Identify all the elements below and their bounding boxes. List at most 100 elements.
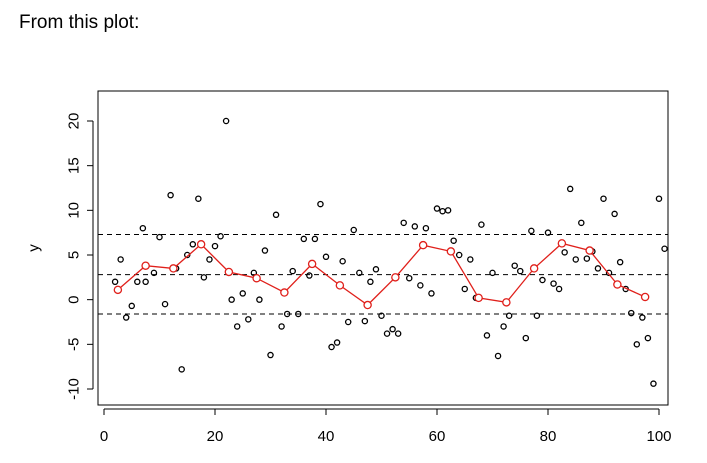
data-point: [583, 255, 591, 262]
smoothed-line: [117, 242, 646, 306]
data-point: [134, 278, 141, 286]
data-point: [267, 351, 274, 359]
data-point: [405, 274, 413, 282]
smoothed-point: [224, 267, 234, 277]
y-tick-label: 10: [66, 202, 83, 219]
smoothed-point: [446, 247, 456, 256]
data-point: [383, 330, 391, 337]
data-point: [522, 334, 530, 342]
data-point: [339, 258, 346, 265]
smoothed-point: [640, 292, 650, 302]
data-point: [278, 323, 285, 330]
data-point: [350, 226, 357, 234]
data-point: [344, 318, 352, 326]
y-axis-label: y: [26, 244, 43, 252]
data-point: [639, 314, 646, 321]
smoothed-point: [613, 280, 622, 289]
smoothed-point: [252, 273, 261, 283]
x-tick-label: 0: [100, 428, 108, 445]
smoothed-point: [280, 288, 289, 297]
smoothed-point: [141, 261, 150, 270]
data-point: [328, 343, 335, 351]
data-point: [411, 223, 419, 230]
data-point: [467, 256, 474, 263]
y-tick-label: -10: [66, 378, 83, 400]
data-point: [122, 314, 130, 321]
data-point: [150, 269, 158, 277]
data-point: [233, 323, 241, 330]
data-point: [117, 256, 124, 263]
y-tick-label: 0: [66, 295, 83, 303]
data-point: [239, 290, 246, 297]
data-point: [611, 210, 618, 218]
data-point: [200, 274, 208, 281]
data-point: [489, 269, 496, 277]
data-point: [400, 219, 407, 227]
data-point: [161, 300, 169, 308]
data-point: [483, 332, 491, 339]
data-point: [572, 256, 580, 263]
data-point: [128, 302, 135, 310]
data-point: [600, 195, 607, 202]
data-point: [628, 309, 635, 317]
data-point: [422, 224, 430, 232]
data-point: [211, 242, 219, 250]
data-point: [616, 258, 624, 266]
data-point: [439, 207, 446, 215]
data-point: [444, 207, 452, 214]
smoothed-point: [585, 246, 594, 255]
x-tick-label: 40: [318, 428, 335, 445]
data-point: [322, 253, 330, 261]
data-point: [566, 185, 574, 193]
data-point: [661, 245, 668, 252]
data-point: [455, 251, 463, 259]
smoothed-point: [113, 285, 123, 295]
data-point: [550, 280, 557, 287]
data-point: [189, 241, 197, 248]
data-point: [367, 278, 374, 286]
data-point: [306, 272, 313, 279]
data-point: [478, 221, 485, 228]
data-point: [372, 266, 380, 273]
data-point: [433, 205, 441, 212]
data-point: [317, 200, 324, 208]
data-point: [283, 310, 291, 318]
data-point: [644, 334, 652, 342]
y-tick-label: 5: [66, 251, 83, 259]
smoothed-point: [169, 264, 178, 273]
data-point: [294, 310, 302, 318]
data-point: [633, 341, 641, 348]
smoothed-point: [529, 264, 539, 273]
data-point: [300, 235, 308, 243]
data-point: [428, 290, 435, 297]
x-tick-label: 100: [646, 428, 671, 445]
x-tick-label: 20: [207, 428, 224, 445]
data-point: [394, 330, 402, 337]
data-point: [256, 296, 263, 303]
data-point: [655, 195, 663, 202]
y-tick-label: 20: [66, 113, 83, 130]
data-point: [111, 278, 119, 286]
data-point: [528, 227, 535, 235]
data-point: [450, 237, 457, 244]
data-point: [228, 296, 235, 303]
data-point: [139, 224, 147, 232]
data-point: [183, 251, 191, 259]
data-point: [206, 256, 213, 263]
data-point: [578, 219, 585, 227]
y-tick-label: -5: [66, 338, 83, 351]
smoothed-point: [474, 293, 483, 303]
data-point: [222, 117, 230, 125]
plot-frame: [97, 90, 669, 406]
x-tick-label: 60: [429, 428, 446, 445]
data-point: [494, 352, 502, 360]
data-point: [178, 366, 185, 373]
smoothed-point: [557, 239, 567, 248]
data-point: [245, 316, 252, 323]
data-point: [217, 232, 224, 240]
data-point: [167, 191, 174, 199]
data-point: [539, 276, 546, 284]
data-point: [311, 235, 319, 243]
data-point: [389, 325, 396, 333]
